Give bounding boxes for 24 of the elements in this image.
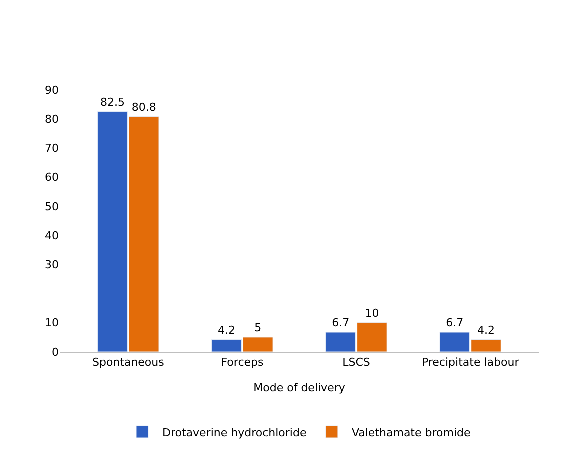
data-label: 10 xyxy=(365,306,380,320)
y-tick-label: 10 xyxy=(45,316,59,330)
x-tick-label: Precipitate labour xyxy=(422,356,520,370)
data-label: 4.2 xyxy=(218,324,236,337)
y-tick-label: 0 xyxy=(52,346,59,359)
y-tick-label: 70 xyxy=(45,142,59,156)
y-tick-label: 40 xyxy=(45,229,59,242)
x-tick-label: Spontaneous xyxy=(92,356,165,370)
y-tick-label: 90 xyxy=(45,84,59,97)
data-label: 6.7 xyxy=(332,316,350,330)
data-label: 5 xyxy=(254,321,262,334)
data-label: 80.8 xyxy=(132,100,156,114)
data-label: 4.2 xyxy=(478,324,496,337)
y-tick-label: 30 xyxy=(45,258,59,272)
legend-label: Valethamate bromide xyxy=(352,426,472,440)
y-tick-label: 60 xyxy=(45,171,59,184)
y-tick-label: 50 xyxy=(45,200,59,214)
data-label: 6.7 xyxy=(446,316,464,330)
legend-label: Drotaverine hydrochloride xyxy=(162,426,307,440)
x-tick-label: Forceps xyxy=(221,356,264,370)
data-label: 82.5 xyxy=(100,96,125,109)
y-tick-label: 80 xyxy=(45,112,59,126)
x-axis-title: Mode of delivery xyxy=(254,381,346,394)
x-tick-label: LSCS xyxy=(342,356,370,370)
